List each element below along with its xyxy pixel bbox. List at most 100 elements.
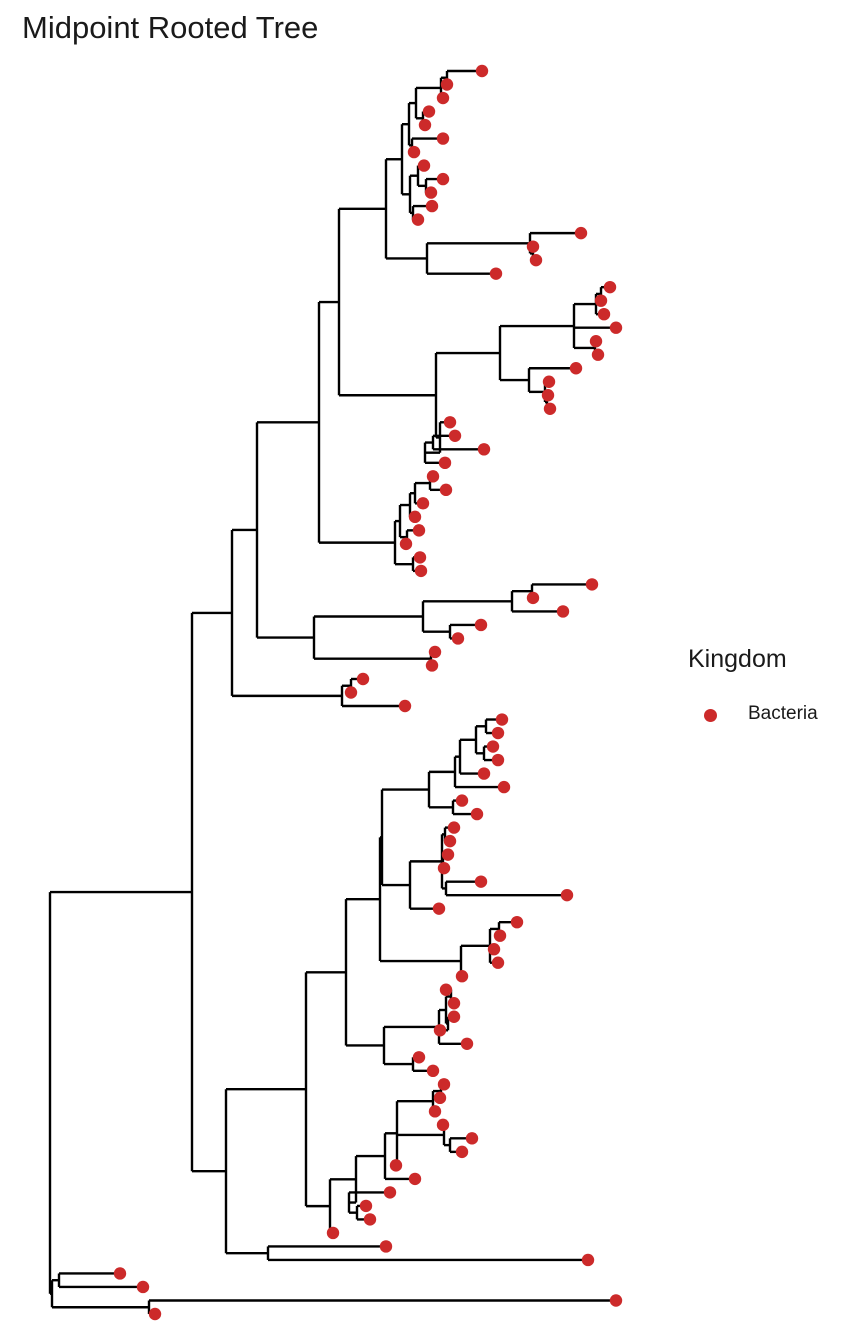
tip-point [477, 767, 491, 780]
tip-point [529, 253, 543, 267]
tip-point [359, 1199, 373, 1213]
tip-point [542, 375, 556, 388]
tip-point [436, 1118, 450, 1132]
legend-dot [704, 709, 717, 722]
tip-point [609, 1294, 623, 1307]
tip-point [425, 199, 439, 213]
tip-point [597, 307, 611, 321]
tip-point [474, 875, 488, 888]
chart-title: Midpoint Rooted Tree [22, 10, 319, 45]
legend: Kingdom Bacteria [688, 645, 818, 724]
legend-title: Kingdom [688, 645, 787, 673]
tip-point [541, 389, 555, 402]
tip-point [412, 1051, 426, 1064]
tip-point [344, 686, 358, 699]
tip-point [460, 1037, 474, 1050]
tip-point [436, 172, 450, 186]
tip-point [447, 997, 461, 1010]
tip-point [356, 672, 370, 686]
tip-point [426, 470, 440, 483]
legend-label: Bacteria [748, 703, 818, 724]
tip-point [447, 821, 461, 834]
tip-point [510, 915, 524, 929]
tip-point [447, 1010, 461, 1023]
tip-point [465, 1132, 479, 1145]
tip-point [448, 429, 462, 442]
tip-point [497, 780, 511, 794]
tip-point [470, 807, 484, 821]
tip-point [113, 1267, 127, 1280]
tip-point [414, 564, 428, 578]
tip-point [433, 1024, 447, 1037]
tip-point [574, 226, 588, 240]
tip-point [412, 524, 426, 537]
tip-point [439, 983, 453, 996]
tip-point [422, 105, 436, 118]
tip-point [437, 1078, 451, 1091]
tip-point [585, 578, 599, 591]
tip-point [398, 699, 412, 713]
tip-point [383, 1186, 397, 1199]
tip-point [491, 956, 505, 969]
tip-point [475, 64, 489, 78]
tip-point [487, 943, 501, 956]
tip-point [543, 402, 557, 415]
tip-point [486, 740, 500, 753]
tip-point [416, 497, 430, 510]
tip-point [451, 632, 465, 645]
tip-point [560, 888, 574, 902]
tip-point [474, 618, 488, 632]
tip-point [426, 1064, 440, 1078]
tip-point [437, 861, 451, 875]
tip-point [477, 443, 491, 456]
tip-point [455, 970, 469, 983]
tip-point [433, 1091, 447, 1105]
tip-point [589, 335, 603, 348]
tip-point [455, 1145, 469, 1159]
tip-point [489, 267, 503, 280]
tip-point [326, 1226, 340, 1240]
tip-point [581, 1253, 595, 1267]
tip-point [136, 1280, 150, 1294]
tip-point [407, 145, 421, 159]
tip-point [491, 726, 505, 740]
tip-point [569, 362, 583, 375]
tip-point [438, 456, 452, 470]
tip-point [491, 753, 505, 767]
tip-point [424, 186, 438, 199]
tip-point [439, 483, 453, 497]
tip-point [436, 132, 450, 145]
tip-point [441, 848, 455, 861]
tip-point [363, 1213, 377, 1226]
tip-point [443, 416, 457, 429]
tip-point [148, 1307, 162, 1321]
tip-point [526, 591, 540, 605]
tip-point [609, 321, 623, 334]
tip-point [408, 510, 422, 524]
tip-point [436, 91, 450, 105]
tip-point [603, 280, 617, 294]
tip-point [408, 1172, 422, 1186]
tip-point [411, 213, 425, 226]
tip-point [432, 902, 446, 915]
legend-item-bacteria: Bacteria [688, 703, 848, 727]
tip-point [594, 294, 608, 307]
tip-point [425, 659, 439, 672]
tip-point [417, 159, 431, 172]
tip-point [455, 794, 469, 807]
tree-tips [113, 64, 623, 1321]
tip-point [418, 118, 432, 132]
tip-point [379, 1240, 393, 1253]
tip-point [399, 537, 413, 551]
tip-point [493, 929, 507, 942]
tip-point [591, 348, 605, 361]
tip-point [443, 834, 457, 848]
tip-point [428, 645, 442, 659]
tip-point [556, 605, 570, 618]
tip-point [495, 713, 509, 726]
tip-point [389, 1159, 403, 1172]
tip-point [428, 1105, 442, 1118]
tip-point [440, 78, 454, 91]
tip-point [526, 240, 540, 253]
